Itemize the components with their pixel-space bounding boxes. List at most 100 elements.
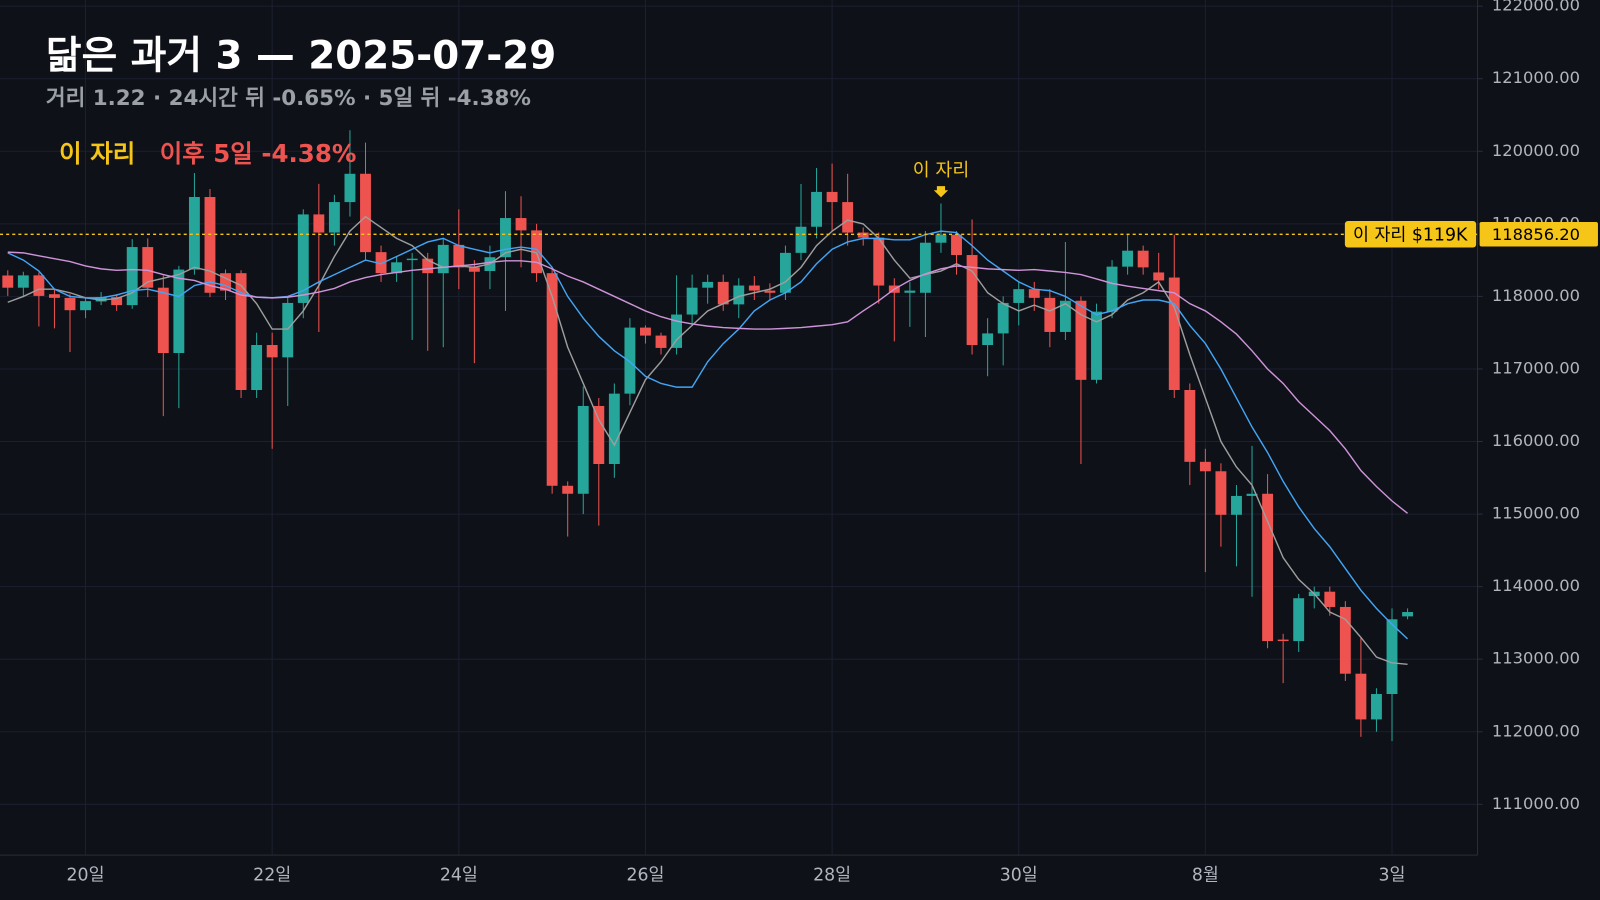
candle-body xyxy=(1324,591,1336,607)
candle-body xyxy=(422,258,434,274)
candle-body xyxy=(1293,598,1305,642)
candle-body xyxy=(593,405,605,465)
candle-body xyxy=(1246,493,1258,496)
candle-body xyxy=(1028,289,1040,298)
candle-body xyxy=(1184,390,1196,462)
candle-body xyxy=(640,327,651,336)
candle-body xyxy=(733,285,745,305)
candle-body xyxy=(857,232,869,238)
moving-average-line xyxy=(7,251,1408,514)
candle-body xyxy=(1013,289,1025,303)
y-tick-label: 116000.00 xyxy=(1492,431,1580,450)
candle-body xyxy=(126,247,138,306)
candle-body xyxy=(1231,495,1242,515)
axes: 111000.00 112000.00 113000.00 114000.00 1150… xyxy=(67,0,1598,886)
x-tick-label: 30일 xyxy=(1000,866,1038,886)
price-badge-label: 118856.20 xyxy=(1492,225,1580,244)
candle-body xyxy=(748,285,760,291)
legend: 이 자리 이후 5일 -4.38% xyxy=(59,139,356,168)
x-tick-label: 3일 xyxy=(1379,866,1406,886)
legend-entry: 이 자리 xyxy=(59,139,135,168)
price-badge xyxy=(1479,222,1598,247)
y-tick-label: 117000.00 xyxy=(1492,358,1580,377)
candle-body xyxy=(17,275,29,288)
candle-body xyxy=(1277,639,1289,642)
candle-body xyxy=(313,214,325,233)
candle-body xyxy=(266,345,278,358)
candle-body xyxy=(328,202,340,233)
candle-body xyxy=(64,297,76,311)
candle-body xyxy=(562,485,574,494)
reference-badge-label: 이 자리 $119K xyxy=(1353,225,1468,245)
candle-body xyxy=(515,218,527,231)
x-tick-label: 28일 xyxy=(813,866,851,886)
candle-body xyxy=(406,258,418,261)
candle-body xyxy=(297,214,309,303)
candle-body xyxy=(1402,612,1414,617)
candle-body xyxy=(982,333,994,346)
x-tick-label: 8월 xyxy=(1192,866,1219,886)
y-tick-label: 118000.00 xyxy=(1492,286,1580,305)
candle-body xyxy=(220,273,231,291)
candle-body xyxy=(1386,619,1398,695)
candle-body xyxy=(375,252,387,274)
candle-body xyxy=(826,191,838,203)
annotation-label: 이 자리 xyxy=(913,160,970,181)
candle-body xyxy=(764,290,776,293)
y-tick-label: 113000.00 xyxy=(1492,649,1580,668)
chart-title: 닮은 과거 3 — 2025-07-29 xyxy=(46,34,556,79)
candle-body xyxy=(344,173,356,203)
candle-body xyxy=(919,242,931,293)
x-tick-label: 24일 xyxy=(440,866,478,886)
candle-body xyxy=(1168,277,1180,391)
candle-body xyxy=(1059,300,1071,332)
candle-body xyxy=(951,234,962,256)
candle-body xyxy=(671,314,683,348)
candle-body xyxy=(1106,266,1118,312)
candle-body xyxy=(997,302,1009,334)
candle-body xyxy=(33,275,45,296)
candle-body xyxy=(391,262,403,274)
candle-body xyxy=(655,335,667,348)
candle-body xyxy=(935,234,947,243)
candle-body xyxy=(111,297,123,306)
candle-body xyxy=(811,191,822,227)
candle-body xyxy=(531,230,543,274)
candle-body xyxy=(360,173,371,253)
candle-body xyxy=(779,252,791,293)
x-tick-label: 26일 xyxy=(626,866,664,886)
candle-body xyxy=(966,255,978,346)
candle-body xyxy=(468,267,480,272)
candle-body xyxy=(717,281,729,305)
candle-body xyxy=(1199,461,1211,472)
candle-body xyxy=(1153,272,1165,281)
candle-body xyxy=(795,226,807,253)
candle-body xyxy=(1044,297,1056,332)
y-tick-label: 122000.00 xyxy=(1492,0,1580,15)
candle-body xyxy=(904,290,916,293)
candle-body xyxy=(142,247,154,288)
candle-body xyxy=(608,393,620,465)
candle-body xyxy=(173,269,185,353)
candle-body xyxy=(157,287,169,353)
y-tick-label: 121000.00 xyxy=(1492,68,1580,87)
chart-subtitle: 거리 1.22 · 24시간 뒤 -0.65% · 5일 뒤 -4.38% xyxy=(46,86,531,111)
candle-body xyxy=(842,202,854,233)
candle-body xyxy=(80,301,91,311)
candle-body xyxy=(500,218,511,258)
candle-body xyxy=(1122,250,1134,267)
candle-body xyxy=(702,281,714,288)
candle-body xyxy=(686,287,698,315)
annotation-arrow xyxy=(933,186,949,198)
candle-body xyxy=(437,244,449,274)
x-tick-label: 22일 xyxy=(253,866,291,886)
legend-entry: 이후 5일 -4.38% xyxy=(160,139,357,168)
candle-body xyxy=(624,327,636,394)
candle-body xyxy=(1262,493,1274,642)
candle-body xyxy=(48,294,60,298)
candle-body xyxy=(1355,673,1367,720)
y-tick-label: 114000.00 xyxy=(1492,576,1580,595)
y-tick-label: 120000.00 xyxy=(1492,141,1580,160)
